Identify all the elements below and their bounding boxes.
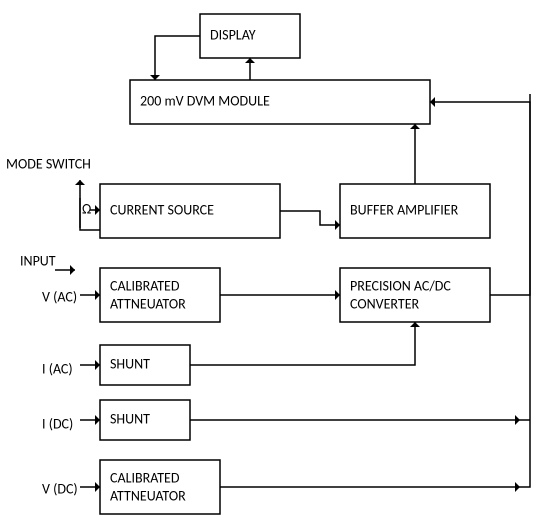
block-cal_att_dc: CALIBRATEDATTNEUATOR <box>100 460 220 514</box>
block-label: 200 mV DVM MODULE <box>140 92 270 109</box>
block-label: CURRENT SOURCE <box>110 201 214 218</box>
connector <box>280 211 340 225</box>
block-label: SHUNT <box>110 410 150 427</box>
block-label: BUFFER AMPLIFIER <box>350 201 459 218</box>
block-label: SHUNT <box>110 355 150 372</box>
block-label: DISPLAY <box>210 26 256 43</box>
arrow-head <box>515 482 520 492</box>
block-label: CALIBRATED <box>110 469 180 486</box>
block-display: DISPLAY <box>200 14 300 58</box>
label-input: INPUT <box>20 252 56 269</box>
arrow-head <box>70 265 75 275</box>
block-dvm: 200 mV DVM MODULE <box>130 80 430 124</box>
block-cal_att_ac: CALIBRATEDATTNEUATOR <box>100 268 220 322</box>
block-current_source: CURRENT SOURCE <box>100 184 280 238</box>
block-buffer: BUFFER AMPLIFIER <box>340 184 490 238</box>
label-mode_switch: MODE SWITCH <box>6 155 91 172</box>
label-i_ac: I (AC) <box>42 360 73 377</box>
connector <box>190 322 415 365</box>
block-acdc: PRECISION AC/DCCONVERTER <box>340 268 490 322</box>
label-v_dc: V (DC) <box>42 480 78 497</box>
block-label: PRECISION AC/DC <box>350 277 451 294</box>
label-omega: Ω <box>82 200 91 217</box>
block-label2: ATTNEUATOR <box>110 295 186 312</box>
block-shunt_dc: SHUNT <box>100 400 190 440</box>
connector <box>155 36 200 80</box>
block-label2: CONVERTER <box>350 295 420 312</box>
label-i_dc: I (DC) <box>42 415 73 432</box>
block-label2: ATTNEUATOR <box>110 487 186 504</box>
arrow-head <box>515 415 520 425</box>
block-shunt_ac: SHUNT <box>100 345 190 385</box>
arrow-head <box>75 180 85 185</box>
block-label: CALIBRATED <box>110 277 180 294</box>
label-v_ac: V (AC) <box>42 288 77 305</box>
